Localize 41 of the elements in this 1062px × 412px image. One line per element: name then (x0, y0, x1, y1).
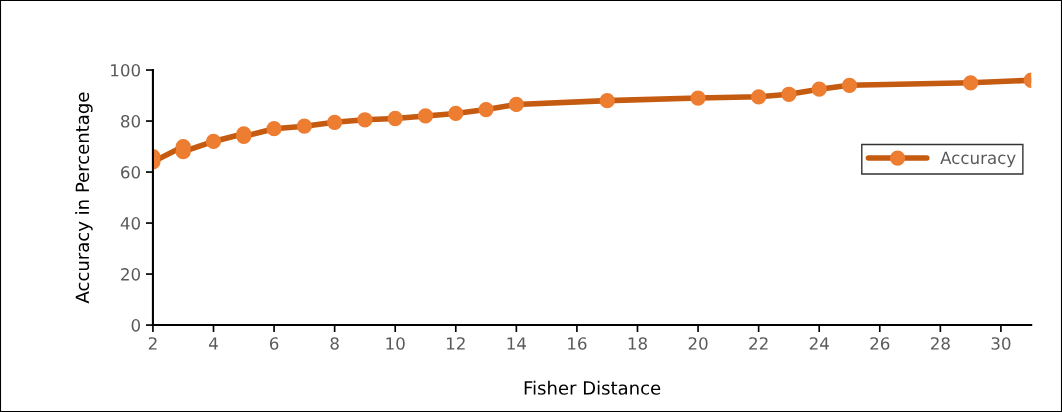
point (266, 121, 282, 137)
x-tick-label: 28 (930, 337, 950, 350)
point (448, 105, 464, 122)
y-tick-label: 20 (121, 268, 141, 281)
y-tick-label: 0 (131, 319, 141, 332)
point (387, 110, 403, 127)
x-tick-label: 8 (330, 337, 339, 350)
x-tick-label: 16 (568, 337, 587, 350)
y-axis-title: Accuracy in Percentage (75, 92, 93, 304)
legend-label: Accuracy (940, 151, 1016, 168)
point (327, 114, 343, 130)
point (690, 90, 706, 106)
y-tick-label: 60 (121, 166, 141, 179)
point (781, 86, 797, 102)
y-tick-label: 100 (111, 64, 141, 77)
point (750, 89, 767, 105)
point (508, 96, 524, 113)
x-tick-label: 4 (209, 337, 218, 350)
x-tick-label: 24 (809, 337, 829, 350)
point (296, 118, 312, 134)
y-tick-label: 80 (121, 115, 141, 128)
x-tick-label: 6 (269, 337, 279, 350)
x-tick-label: 2 (148, 337, 157, 350)
point (417, 108, 434, 124)
point (811, 81, 827, 97)
x-tick-label: 10 (386, 337, 405, 350)
x-tick-label: 22 (749, 337, 768, 350)
point (599, 93, 615, 109)
x-axis-title: Fisher Distance (524, 380, 661, 395)
point (478, 101, 494, 118)
x-tick-label: 18 (628, 337, 647, 350)
point (357, 112, 373, 128)
y-tick-label: 40 (120, 217, 141, 230)
x-tick-label: 20 (688, 337, 708, 350)
x-tick-label: 30 (991, 337, 1011, 350)
x-tick-label: 26 (870, 337, 890, 350)
point (962, 75, 979, 91)
point (841, 77, 858, 93)
x-tick-label: 12 (447, 337, 465, 350)
point (205, 133, 222, 150)
x-tick-label: 14 (507, 337, 527, 350)
